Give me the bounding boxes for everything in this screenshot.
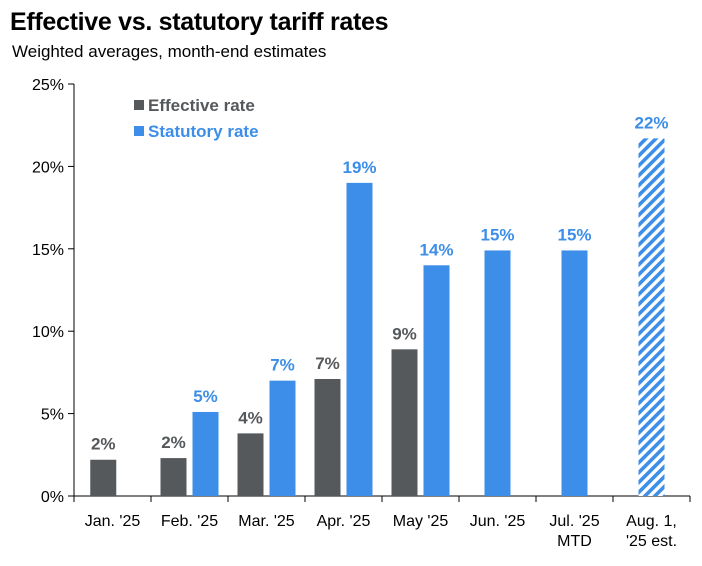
effective-rate-data-label: 2% [91,435,116,454]
x-tick-label: Jul. '25 [549,513,599,530]
statutory-rate-bar [561,250,588,496]
effective-rate-data-label: 7% [315,354,340,373]
x-tick-label: Aug. 1, [626,513,677,530]
effective-rate-bar [391,349,418,496]
effective-rate-data-label: 9% [392,324,417,343]
effective-rate-bar [90,459,117,496]
effective-rate-data-label: 2% [161,433,186,452]
statutory-rate-data-label: 7% [270,356,295,375]
x-tick-label: MTD [557,533,592,550]
legend-label: Effective rate [148,96,255,115]
x-tick-label: May '25 [393,513,449,530]
effective-rate-data-label: 4% [238,408,263,427]
statutory-rate-bar [638,138,665,496]
statutory-rate-bar [269,380,296,496]
statutory-rate-data-label: 5% [193,387,218,406]
effective-rate-bar [314,378,341,496]
statutory-rate-bar [423,265,450,496]
y-tick-label: 0% [41,489,64,506]
statutory-rate-data-label: 19% [342,158,376,177]
legend-label: Statutory rate [148,122,259,141]
x-tick-label: Feb. '25 [161,513,218,530]
y-tick-label: 20% [32,159,64,176]
x-tick-label: Apr. '25 [317,513,371,530]
y-tick-label: 10% [32,324,64,341]
chart-title: Effective vs. statutory tariff rates [10,8,389,36]
chart-subtitle: Weighted averages, month-end estimates [12,42,327,61]
statutory-rate-data-label: 14% [419,240,453,259]
y-tick-label: 25% [32,77,64,94]
effective-rate-bar [237,433,264,496]
x-tick-label: Mar. '25 [238,513,295,530]
y-tick-label: 5% [41,407,64,424]
y-tick-label: 15% [32,242,64,259]
statutory-rate-bar [346,182,373,496]
statutory-rate-data-label: 22% [634,113,668,132]
statutory-rate-data-label: 15% [557,225,591,244]
statutory-rate-bar [484,250,511,496]
x-tick-label: Jun. '25 [470,513,526,530]
legend-swatch [134,126,144,136]
legend-swatch [134,100,144,110]
statutory-rate-bar [192,411,219,496]
x-tick-label: '25 est. [626,533,677,550]
x-tick-label: Jan. '25 [85,513,141,530]
effective-rate-bar [160,458,187,496]
statutory-rate-data-label: 15% [480,225,514,244]
